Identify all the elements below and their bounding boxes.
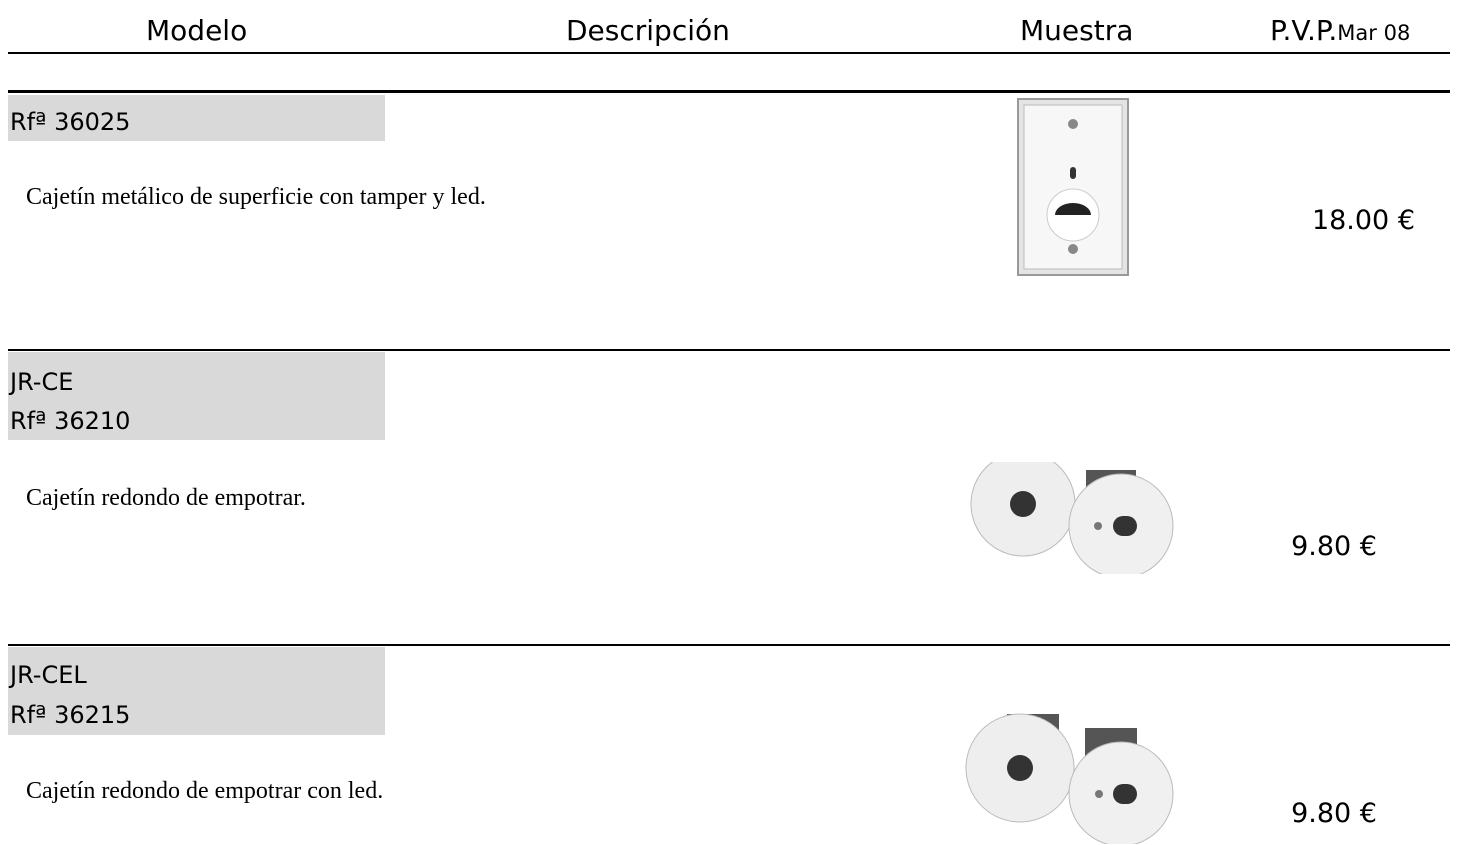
price-header: P.V.P. <box>1270 14 1338 47</box>
header-rule <box>8 52 1450 54</box>
product-image <box>965 713 1174 844</box>
description: Cajetín metálico de superficie con tampe… <box>26 184 486 210</box>
price: 18.00 € <box>1311 205 1415 236</box>
model-box <box>8 647 385 735</box>
row-rule <box>8 349 1450 351</box>
model-box <box>8 95 385 141</box>
row-rule <box>8 644 1450 646</box>
description: Cajetín redondo de empotrar con led. <box>26 778 384 804</box>
row-rule <box>8 90 1450 93</box>
model-ref: Rfª 36025 <box>10 108 131 136</box>
column-header: Descripción <box>566 14 730 47</box>
price: 9.80 € <box>1291 798 1377 829</box>
model-name: JR-CE <box>10 368 74 396</box>
description: Cajetín redondo de empotrar. <box>26 485 306 511</box>
column-header: Muestra <box>1020 14 1134 47</box>
model-name: JR-CEL <box>10 661 87 689</box>
column-header: Modelo <box>146 14 248 47</box>
product-image <box>1017 98 1129 276</box>
model-ref: Rfª 36210 <box>10 407 131 435</box>
price: 9.80 € <box>1291 531 1377 562</box>
column-header: P.V.P.Mar 08 <box>1270 14 1410 47</box>
model-ref: Rfª 36215 <box>10 701 131 729</box>
model-box <box>8 352 385 440</box>
price-date: Mar 08 <box>1337 21 1411 45</box>
product-image <box>970 462 1174 574</box>
